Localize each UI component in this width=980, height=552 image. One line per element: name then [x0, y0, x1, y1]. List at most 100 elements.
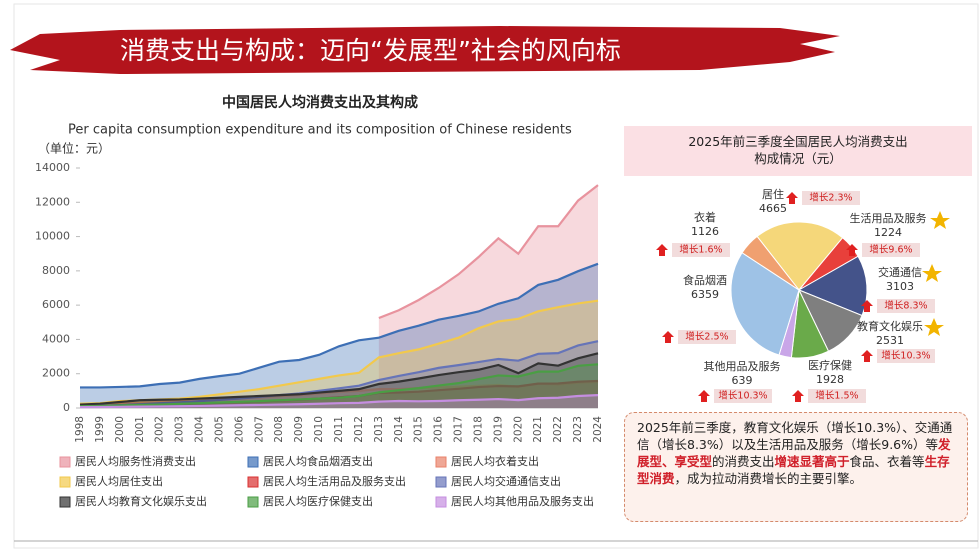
pie-value-label: 1126 — [691, 225, 719, 238]
note-text: 的消费支出 — [712, 454, 775, 469]
y-tick-label: 0 — [63, 401, 70, 414]
pie-category-label: 食品烟酒 — [683, 273, 727, 287]
star — [924, 318, 944, 336]
x-tick-label: 2000 — [114, 416, 126, 443]
growth-label: 增长9.6% — [869, 244, 912, 256]
star — [922, 264, 942, 282]
legend-label: 居民人均食品烟酒支出 — [263, 454, 373, 468]
x-tick-label: 2006 — [233, 416, 245, 443]
x-tick-label: 2023 — [572, 416, 584, 443]
legend-label: 居民人均交通通信支出 — [451, 474, 561, 488]
x-tick-label: 2007 — [253, 416, 265, 443]
x-tick-label: 2022 — [552, 416, 564, 443]
x-tick-label: 2016 — [433, 416, 445, 443]
legend-swatch — [60, 477, 70, 487]
growth-label: 增长2.5% — [685, 331, 728, 343]
growth-label: 增长1.6% — [679, 244, 722, 256]
star — [930, 211, 950, 229]
pie-category-label: 其他用品及服务 — [704, 360, 781, 373]
legend-label: 居民人均医疗保健支出 — [263, 494, 373, 508]
x-tick-label: 2003 — [174, 416, 186, 443]
legend-swatch — [248, 497, 258, 507]
y-tick-label: 8000 — [42, 264, 70, 277]
pie-value-label: 4665 — [759, 202, 787, 215]
x-tick-label: 2012 — [353, 416, 365, 443]
page: {"header": {"title": "消费支出与构成：迈向“发展型”社会的… — [0, 0, 980, 552]
unit-label: （单位：元） — [38, 141, 110, 156]
x-tick-label: 1999 — [94, 416, 106, 443]
x-tick-label: 2019 — [492, 416, 504, 443]
y-tick-label: 2000 — [42, 367, 70, 380]
x-tick-label: 2008 — [273, 416, 285, 443]
x-tick-label: 2014 — [393, 416, 405, 443]
legend-swatch — [436, 457, 446, 467]
legend-swatch — [60, 497, 70, 507]
legend-label: 居民人均居住支出 — [75, 474, 163, 488]
up-arrow — [662, 331, 674, 343]
growth-label: 增长8.3% — [884, 300, 927, 312]
note-text: 食品、衣着等 — [850, 454, 925, 469]
pie-title-line: 2025年前三季度全国居民人均消费支出 — [688, 134, 907, 149]
legend-swatch — [248, 457, 258, 467]
stars — [922, 211, 950, 336]
legend-swatch — [60, 457, 70, 467]
legend-swatch — [436, 477, 446, 487]
x-tick-label: 2002 — [154, 416, 166, 443]
growth-label: 增长10.3% — [718, 390, 767, 402]
note-text: ，成为拉动消费增长的主要引擎。 — [675, 471, 863, 486]
x-tick-label: 2024 — [592, 416, 604, 443]
x-tick-label: 2021 — [532, 416, 544, 443]
x-tick-label: 2011 — [333, 416, 345, 443]
legend-label: 居民人均服务性消费支出 — [75, 454, 196, 468]
x-tick-label: 2009 — [293, 416, 305, 443]
x-tick-label: 2018 — [472, 416, 484, 443]
legend-swatch — [248, 477, 258, 487]
pie-category-label: 生活用品及服务 — [850, 211, 927, 225]
page-title: 消费支出与构成：迈向“发展型”社会的风向标 — [120, 36, 621, 65]
note-box: 2025年前三季度，教育文化娱乐（增长10.3%）、交通通信（增长8.3%）以及… — [624, 412, 968, 522]
chart-subtitle: Per capita consumption expenditure and i… — [68, 123, 572, 138]
pie-category-label: 交通通信 — [878, 265, 922, 279]
legend-swatch — [436, 497, 446, 507]
x-tick-label: 2013 — [373, 416, 385, 443]
x-tick-label: 2017 — [453, 416, 465, 443]
x-tick-label: 2005 — [213, 416, 225, 443]
y-tick-label: 6000 — [42, 298, 70, 311]
x-tick-label: 2015 — [413, 416, 425, 443]
note-emphasis: 增速显著高于 — [775, 454, 850, 469]
pie-value-label: 3103 — [886, 280, 914, 293]
up-arrow — [786, 192, 798, 204]
pie-value-label: 639 — [732, 374, 753, 387]
legend-label: 居民人均教育文化娱乐支出 — [75, 494, 207, 508]
up-arrow — [861, 350, 873, 362]
chart-title: 中国居民人均消费支出及其构成 — [222, 94, 418, 111]
x-tick-label: 2001 — [134, 416, 146, 443]
up-arrow — [698, 390, 710, 402]
x-tick-label: 1998 — [74, 416, 86, 443]
y-tick-label: 4000 — [42, 332, 70, 345]
legend-label: 居民人均其他用品及服务支出 — [451, 494, 594, 508]
note-text: 2025年前三季度，教育文化娱乐（增长10.3%）、交通通信（增长8.3%）以及… — [637, 420, 952, 452]
x-tick-label: 2010 — [313, 416, 325, 443]
pie-value-label: 1928 — [816, 373, 844, 386]
growth-label: 增长1.5% — [815, 390, 858, 402]
legend-label: 居民人均生活用品及服务支出 — [263, 474, 406, 488]
y-tick-label: 10000 — [35, 230, 70, 243]
growth-label: 增长2.3% — [809, 192, 852, 204]
pie-value-label: 6359 — [691, 288, 719, 301]
y-tick-label: 14000 — [35, 161, 70, 174]
up-arrow — [792, 390, 804, 402]
pie-value-label: 2531 — [876, 334, 904, 347]
pie-category-label: 医疗保健 — [808, 358, 852, 372]
pie-category-label: 衣着 — [694, 210, 716, 224]
up-arrow — [656, 244, 668, 256]
x-tick-label: 2004 — [194, 416, 206, 443]
growth-label: 增长10.3% — [881, 350, 930, 362]
pie-category-label: 教育文化娱乐 — [857, 319, 923, 333]
pie-value-label: 1224 — [874, 226, 902, 239]
y-tick-label: 12000 — [35, 195, 70, 208]
legend-label: 居民人均衣着支出 — [451, 454, 539, 468]
x-tick-label: 2020 — [512, 416, 524, 443]
pie-title-line: 构成情况（元） — [754, 151, 842, 166]
pie-category-label: 居住 — [762, 187, 784, 201]
